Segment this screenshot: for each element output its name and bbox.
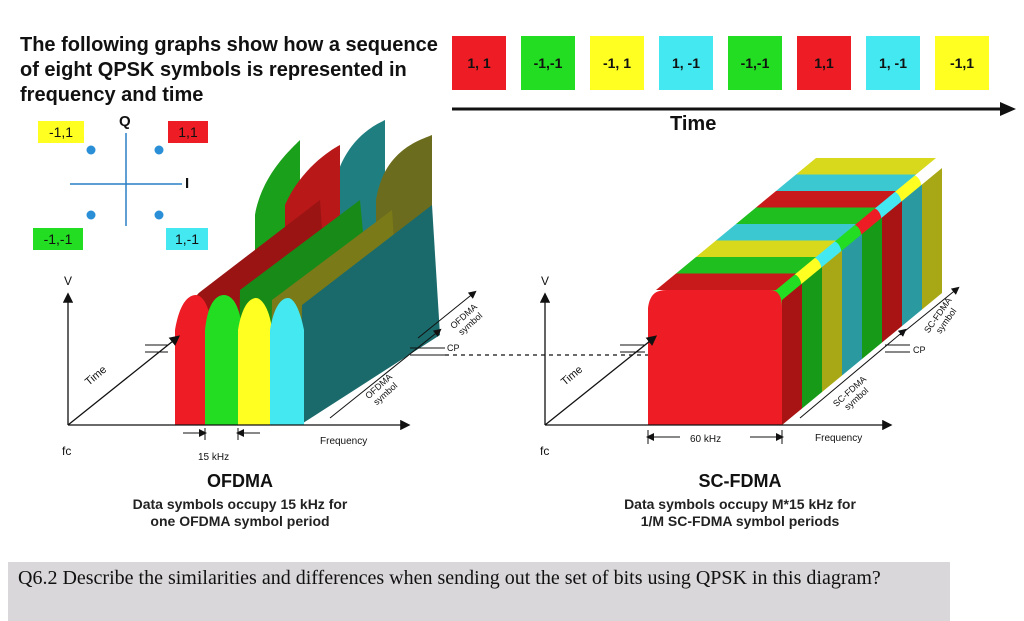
ofdma-diagram xyxy=(62,120,477,440)
scfdma-frequency-label: Frequency xyxy=(815,433,863,444)
scfdma-symbol-block xyxy=(648,290,782,425)
time-axis-label: Time xyxy=(670,113,717,135)
constellation-point xyxy=(86,210,96,220)
scfdma-cp-label: CP xyxy=(913,345,926,355)
scfdma-symbol-top xyxy=(696,240,836,257)
constellation xyxy=(70,133,182,226)
constellation-point xyxy=(154,210,164,220)
scfdma-symbol-side xyxy=(882,201,902,343)
ofdma-fc-label: fc xyxy=(62,444,72,458)
scfdma-diagram xyxy=(539,158,960,444)
time-arrow-head xyxy=(1000,102,1016,116)
scfdma-caption-line: 1/M SC-FDMA symbol periods xyxy=(640,513,840,529)
question-text: Q6.2 Describe the similarities and diffe… xyxy=(8,562,950,621)
scfdma-caption: Data symbols occupy M*15 kHz for 1/M SC-… xyxy=(590,496,890,530)
scfdma-symbol-side xyxy=(922,168,942,310)
scfdma-symbol-top xyxy=(756,191,896,208)
constellation-label: 1,-1 xyxy=(166,228,208,250)
ofdma-v-label: V xyxy=(64,274,73,288)
scfdma-symbol-top xyxy=(776,174,916,191)
ofdma-caption-title: OFDMA xyxy=(207,471,273,491)
scfdma-symbol-side xyxy=(782,283,802,425)
scfdma-symbol-side xyxy=(822,250,842,392)
scfdma-symbol-side xyxy=(862,217,882,359)
ofdma-caption-line: Data symbols occupy 15 kHz for xyxy=(132,496,348,512)
symbol-box: -1,1 xyxy=(935,36,989,90)
symbol-box: 1, -1 xyxy=(866,36,920,90)
scfdma-caption-line: Data symbols occupy M*15 kHz for xyxy=(624,496,856,512)
scfdma-bandwidth-label: 60 kHz xyxy=(690,434,722,445)
scfdma-symbol-side xyxy=(902,184,922,326)
constellation-point xyxy=(86,145,96,155)
ofdma-bandwidth-label: 15 kHz xyxy=(198,452,230,463)
scfdma-symbol-top xyxy=(796,158,936,175)
scfdma-symbol-side xyxy=(842,234,862,376)
scfdma-symbol-side xyxy=(802,267,822,409)
symbol-box: -1, 1 xyxy=(590,36,644,90)
i-axis-label: I xyxy=(185,175,190,192)
scfdma-fc-label: fc xyxy=(540,444,550,458)
constellation-label: -1,1 xyxy=(38,121,84,143)
constellation-label: -1,-1 xyxy=(33,228,83,250)
symbol-box: -1,-1 xyxy=(521,36,575,90)
ofdma-caption-line: one OFDMA symbol period xyxy=(150,513,330,529)
q-axis-label: Q xyxy=(119,113,131,130)
ofdma-frequency-label: Frequency xyxy=(320,436,368,447)
scfdma-symbol-top xyxy=(676,257,816,274)
scfdma-symbol-top xyxy=(716,224,856,241)
symbol-box: 1, 1 xyxy=(452,36,506,90)
ofdma-cp-label: CP xyxy=(447,343,460,353)
symbol-box: 1,1 xyxy=(797,36,851,90)
scfdma-v-label: V xyxy=(541,274,550,288)
symbol-box: -1,-1 xyxy=(728,36,782,90)
ofdma-caption: Data symbols occupy 15 kHz for one OFDMA… xyxy=(90,496,390,530)
symbol-box: 1, -1 xyxy=(659,36,713,90)
constellation-label: 1,1 xyxy=(168,121,208,143)
diagram-title: The following graphs show how a sequence… xyxy=(20,34,438,106)
scfdma-symbol-top xyxy=(736,207,876,224)
constellation-point xyxy=(154,145,164,155)
scfdma-symbol-top xyxy=(656,273,796,290)
scfdma-caption-title: SC-FDMA xyxy=(698,471,782,491)
